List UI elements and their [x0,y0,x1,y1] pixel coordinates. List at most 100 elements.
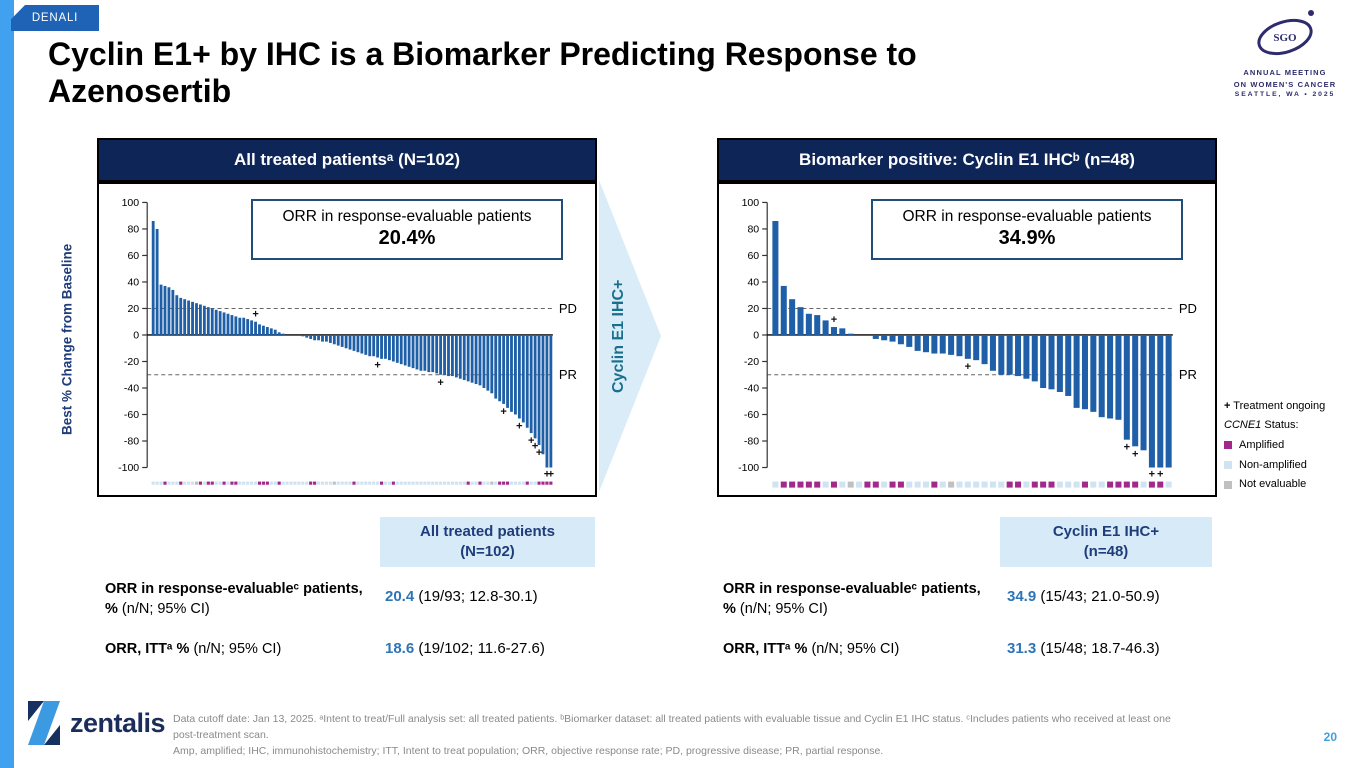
svg-text:20: 20 [747,303,759,315]
waterfall-bar [250,320,254,335]
ccne1-status-square [305,481,309,485]
svg-text:40: 40 [747,277,759,289]
ccne1-status-square [242,481,246,485]
left-panel-header: All treated patientsᵃ (N=102) [97,138,597,182]
stat-value: 18.6 [385,640,415,657]
waterfall-bar [889,334,896,342]
waterfall-bar [155,228,159,335]
ccne1-status-square [411,481,415,485]
waterfall-bar [789,299,796,335]
ccne1-status-square [541,481,545,485]
waterfall-bar [822,320,829,335]
ccne1-status-square [442,481,447,485]
svg-text:PD: PD [559,301,577,316]
sgo-line2: ON WOMEN'S CANCER [1233,79,1337,89]
ccne1-status-square [324,481,329,485]
ccne1-status-square [1023,481,1030,488]
waterfall-bar [273,329,277,335]
waterfall-bar [454,334,458,378]
svg-text:PR: PR [1179,367,1197,382]
waterfall-bar [1073,334,1080,408]
ccne1-status-square [431,481,435,485]
ccne1-status-square [214,481,218,485]
svg-text:+: + [831,314,837,326]
ccne1-status-square [1140,481,1147,488]
page-title-line1: Cyclin E1+ by IHC is a Biomarker Predict… [48,36,917,72]
left-orr-box: ORR in response-evaluable patients 20.4% [251,199,563,260]
flow-arrow-label: Cyclin E1 IHC+ [610,279,627,393]
ccne1-status-square [914,481,921,488]
svg-text:+: + [544,469,550,481]
ccne1-status-square [797,481,804,488]
ccne1-status-square [470,481,474,485]
ccne1-status-square [187,481,191,485]
right-table-header-line2: (n=48) [1083,543,1129,560]
ccne1-status-square [1132,481,1139,488]
waterfall-bar [317,334,320,341]
svg-text:20: 20 [127,303,139,315]
ccne1-status-square [906,481,913,488]
ccne1-status-square [1056,481,1063,488]
footnote-line3: Amp, amplified; IHC, immunohistochemistr… [173,744,884,757]
waterfall-bar [1132,334,1139,447]
waterfall-bar [399,334,403,365]
ccne1-status-square [789,481,796,488]
waterfall-bar [222,312,226,335]
waterfall-bar [321,334,324,342]
waterfall-bar [1123,334,1130,440]
waterfall-bar [906,334,913,347]
svg-text:100: 100 [742,197,760,209]
ccne1-status-square [1107,481,1114,488]
ccne1-status-square [261,481,266,485]
waterfall-bar [1115,334,1122,420]
left-table-row1-value: 20.4 (19/93; 12.8-30.1) [385,588,538,605]
legend-item-non-amplified: Non-amplified [1224,458,1362,473]
svg-text:-100: -100 [118,462,139,474]
right-table-header-line1: Cyclin E1 IHC+ [1052,522,1160,540]
ccne1-status-square [194,481,199,485]
right-orr-label: ORR in response-evaluable patients [902,208,1152,225]
waterfall-bar [897,334,904,345]
waterfall-bar [206,307,210,335]
ccne1-status-square [399,481,403,485]
chart-legend: + Treatment ongoing CCNE1 Status: Amplif… [1224,399,1362,492]
denali-badge-label: DENALI [31,12,79,24]
ccne1-status-square [466,481,470,485]
sgo-swirl-icon: SGO [1257,9,1314,56]
ccne1-status-square [246,481,250,485]
stat-value: 20.4 [385,588,415,605]
waterfall-bar [411,334,415,369]
waterfall-svg: PDPR100806040200-20-40-60-80-100++++++++… [118,197,577,485]
waterfall-bar [364,334,368,355]
right-orr-box: ORR in response-evaluable patients 34.9% [871,199,1183,260]
waterfall-bar [380,334,383,359]
ccne1-status-square [222,481,226,485]
ccne1-status-square [474,481,478,485]
ccne1-status-square [210,481,214,485]
svg-text:+: + [548,469,554,481]
row-label-bold: ORR, ITTᵃ % [723,641,812,657]
ccne1-status-square [1090,481,1097,488]
ccne1-status-square [368,481,372,485]
svg-text:-60: -60 [124,409,139,421]
waterfall-bar [269,328,273,335]
svg-text:+: + [437,377,443,389]
waterfall-bar [435,334,439,374]
waterfall-bar [1081,334,1088,410]
legend-treatment-ongoing: + Treatment ongoing [1224,399,1362,414]
waterfall-bar [388,334,391,361]
ccne1-status-square [1165,481,1172,488]
ccne1-status-square [151,481,155,485]
waterfall-bar [541,334,545,455]
waterfall-bar [1048,334,1055,390]
stat-ci: (15/43; 21.0-50.9) [1036,588,1160,605]
ccne1-status-square [253,481,258,485]
ccne1-status-square [956,481,963,488]
waterfall-bar [431,334,435,373]
waterfall-bar [242,317,246,335]
ccne1-status-square [529,481,533,485]
waterfall-bar [881,334,888,341]
left-orr-label: ORR in response-evaluable patients [282,208,532,225]
page-title: Cyclin E1+ by IHC is a Biomarker Predict… [48,36,1128,110]
